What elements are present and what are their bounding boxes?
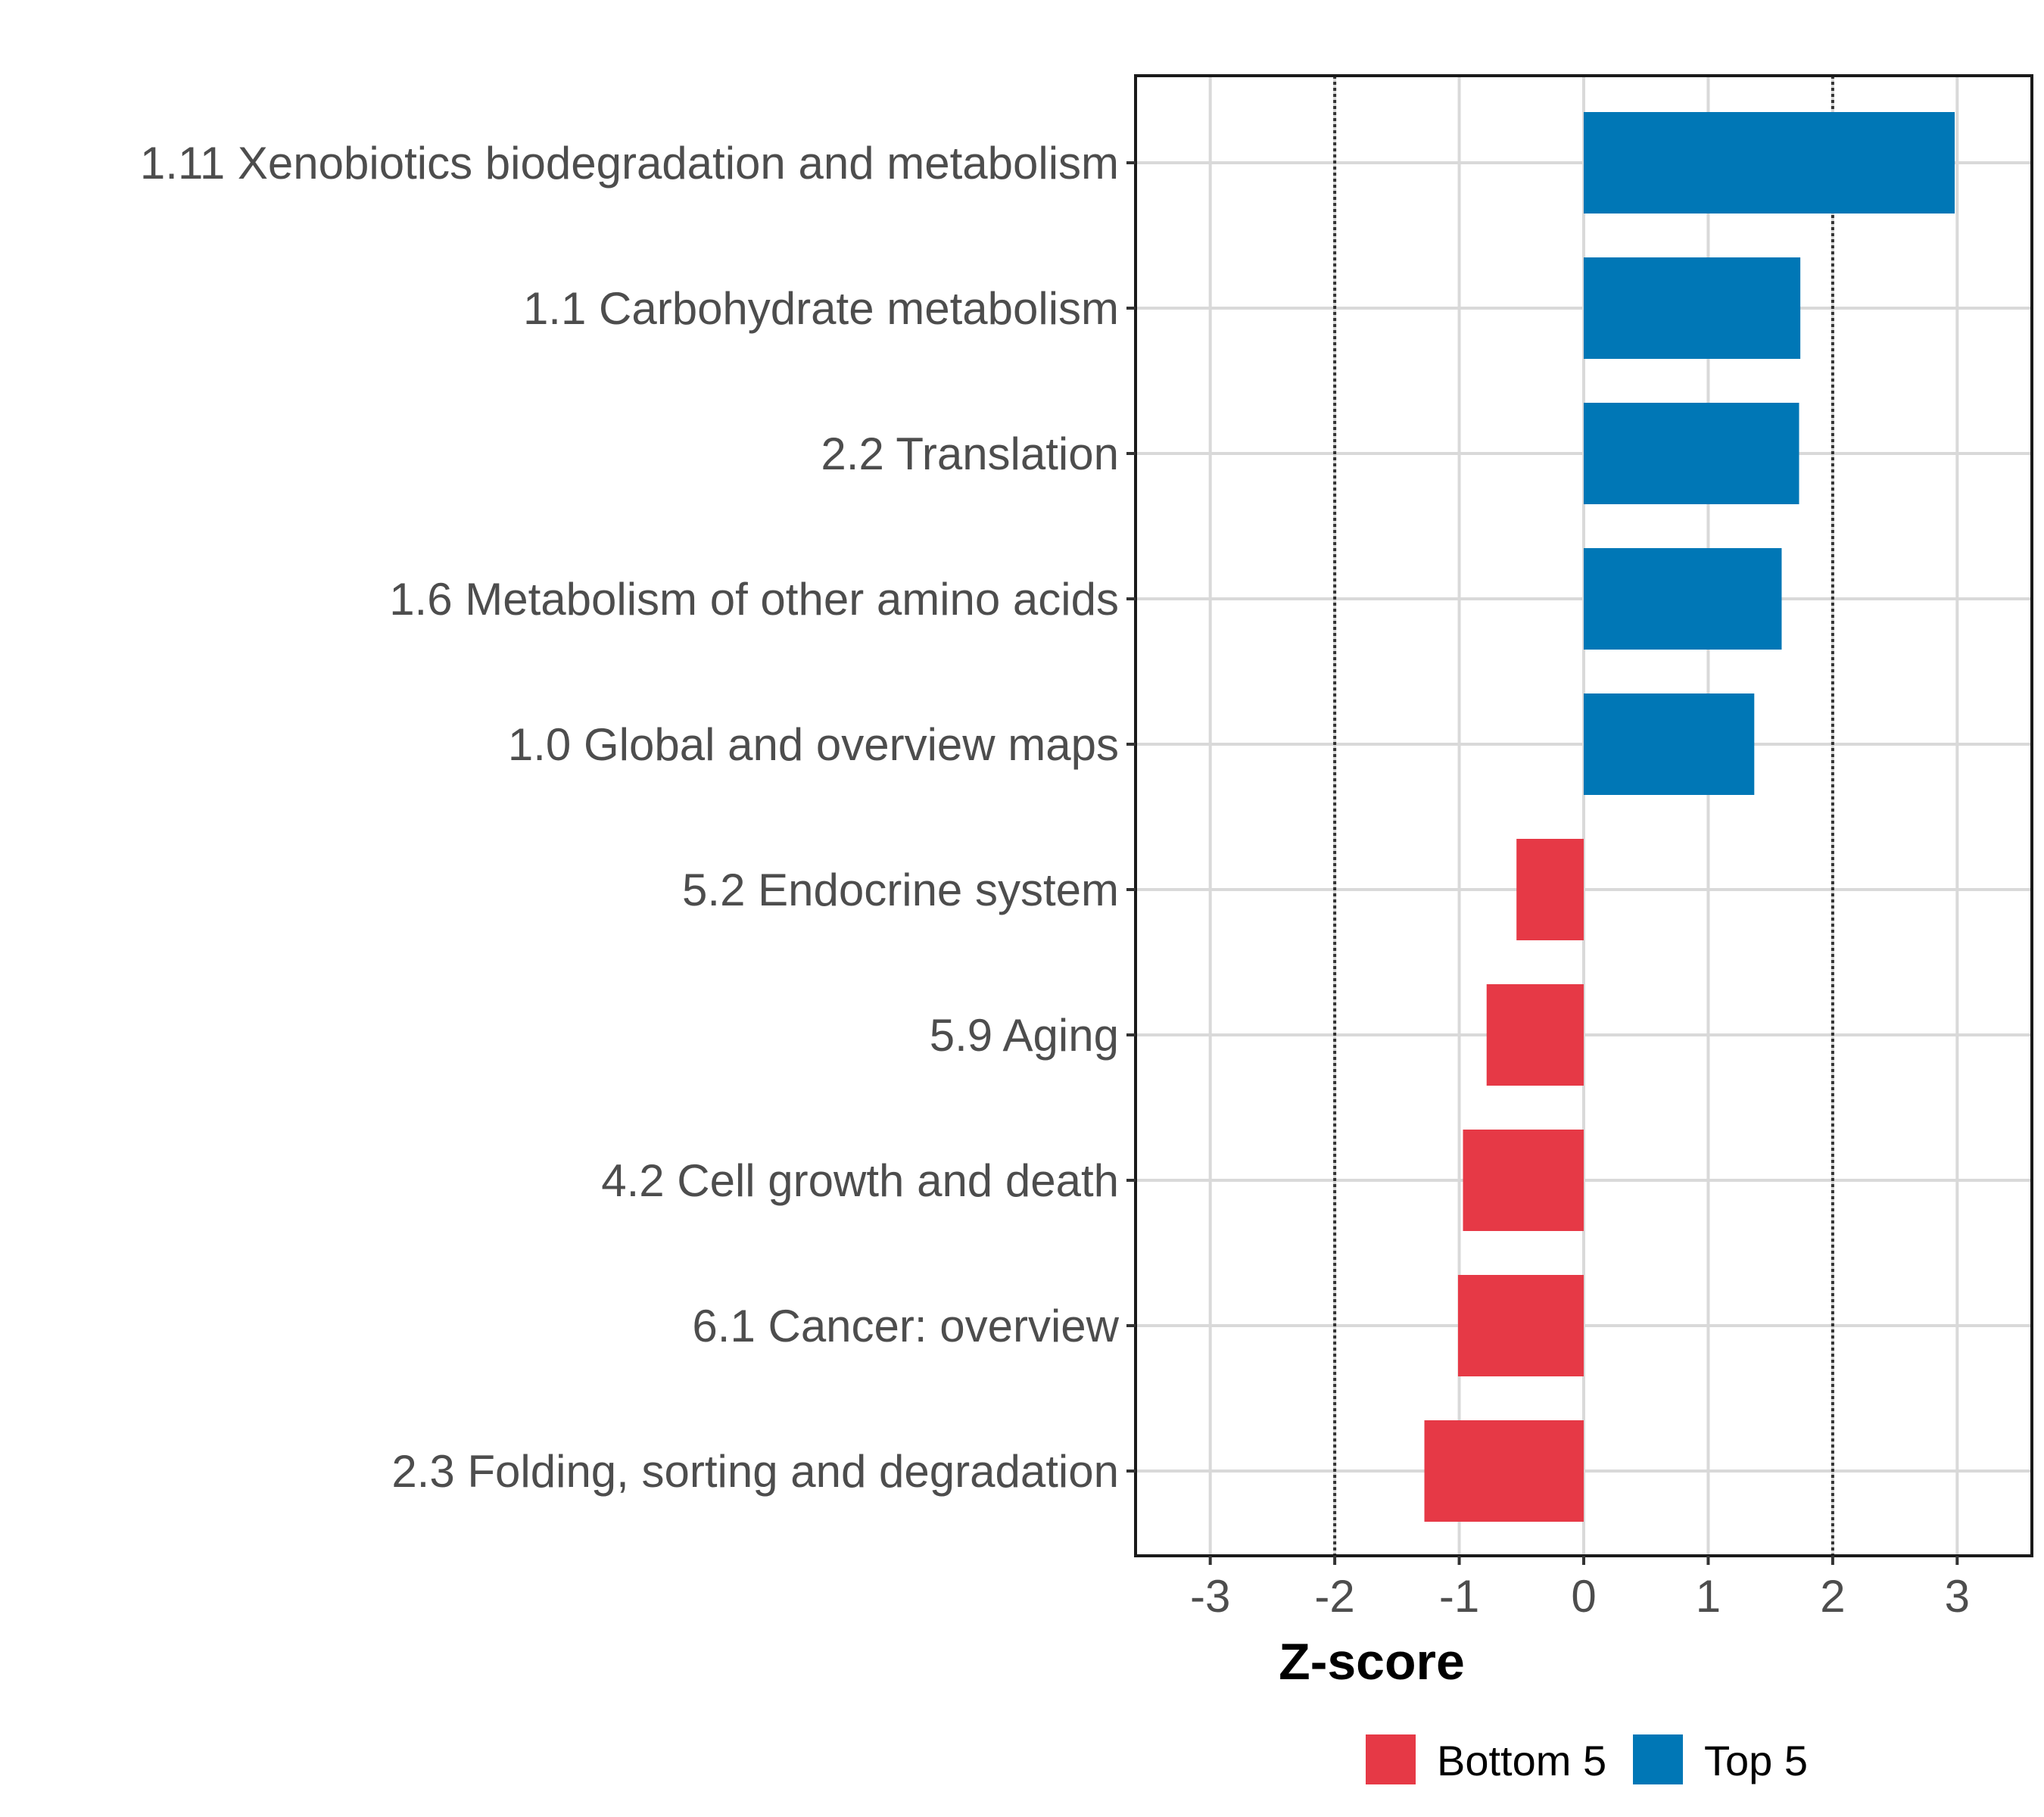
bar (1584, 403, 1799, 504)
y-tick-label: 1.0 Global and overview maps (508, 719, 1119, 770)
legend: Bottom 5 Top 5 (1366, 1734, 1808, 1784)
bar (1424, 1420, 1584, 1522)
legend-label: Bottom 5 (1437, 1737, 1606, 1784)
x-axis-title: Z-score (1279, 1633, 1465, 1691)
bar (1457, 1275, 1584, 1376)
x-tick-label: 0 (1571, 1571, 1596, 1622)
reference-lines (1333, 76, 1834, 1556)
bar (1486, 984, 1584, 1086)
x-tick-label: -2 (1314, 1571, 1354, 1622)
bar (1463, 1130, 1584, 1231)
bars (1424, 112, 1955, 1522)
y-axis: 1.11 Xenobiotics biodegradation and meta… (140, 138, 1136, 1497)
y-tick-label: 1.1 Carbohydrate metabolism (523, 283, 1119, 334)
x-tick-label: 3 (1945, 1571, 1970, 1622)
y-tick-label: 4.2 Cell growth and death (601, 1155, 1119, 1206)
x-tick-label: 2 (1820, 1571, 1845, 1622)
x-tick-label: -3 (1190, 1571, 1230, 1622)
legend-swatch (1366, 1734, 1416, 1784)
bar (1516, 839, 1584, 940)
bar (1584, 257, 1801, 359)
legend-swatch (1633, 1734, 1683, 1784)
bar (1584, 112, 1955, 213)
y-tick-label: 1.11 Xenobiotics biodegradation and meta… (140, 138, 1119, 189)
bar (1584, 548, 1782, 650)
y-tick-label: 5.9 Aging (930, 1010, 1119, 1061)
y-tick-label: 2.2 Translation (821, 429, 1119, 479)
legend-label: Top 5 (1704, 1737, 1808, 1784)
x-tick-label: 1 (1696, 1571, 1721, 1622)
y-tick-label: 1.6 Metabolism of other amino acids (389, 574, 1119, 625)
x-tick-label: -1 (1439, 1571, 1479, 1622)
y-tick-label: 2.3 Folding, sorting and degradation (391, 1446, 1119, 1497)
x-axis: -3 -2 -1 0 1 2 3 (1190, 1556, 1970, 1622)
bar (1584, 693, 1755, 795)
y-tick-label: 6.1 Cancer: overview (692, 1301, 1119, 1351)
y-tick-label: 5.2 Endocrine system (682, 865, 1119, 915)
